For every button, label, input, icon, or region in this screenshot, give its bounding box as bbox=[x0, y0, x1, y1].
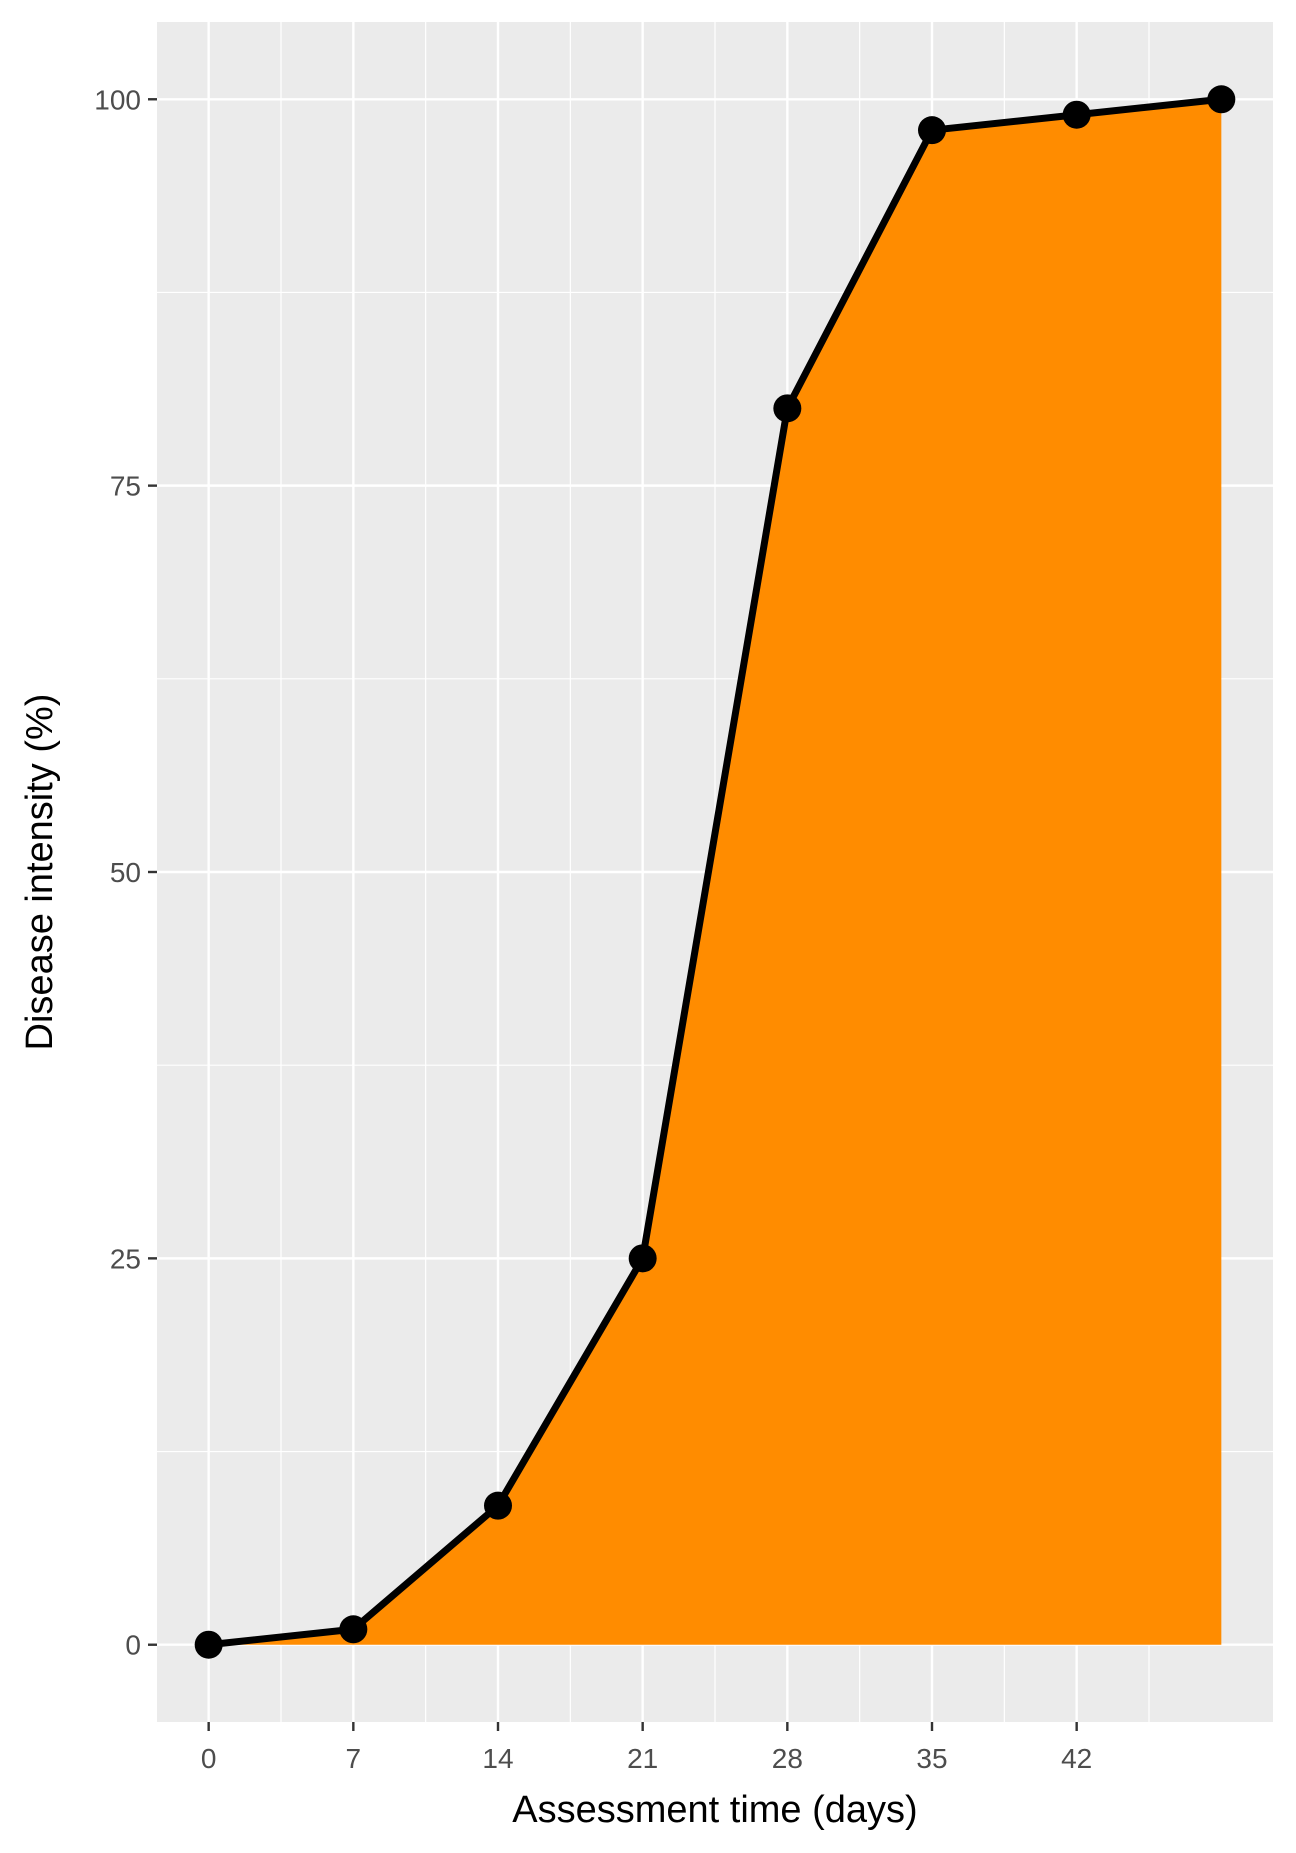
data-point bbox=[339, 1615, 368, 1644]
disease-area bbox=[208, 99, 1222, 1645]
data-point bbox=[1062, 100, 1091, 129]
x-axis: 0 7 14 21 28 35 42 bbox=[201, 1722, 1092, 1774]
data-point bbox=[1207, 85, 1236, 114]
x-tick-label: 21 bbox=[627, 1743, 658, 1774]
data-point bbox=[918, 116, 946, 145]
x-tick-label: 14 bbox=[482, 1743, 513, 1774]
x-tick-label: 0 bbox=[201, 1743, 217, 1774]
x-tick-label: 28 bbox=[772, 1743, 803, 1774]
y-tick-label: 50 bbox=[110, 857, 141, 888]
y-tick-label: 100 bbox=[94, 84, 141, 115]
data-point bbox=[484, 1491, 512, 1520]
x-tick-label: 7 bbox=[346, 1743, 362, 1774]
x-tick-label: 35 bbox=[916, 1743, 947, 1774]
y-tick-label: 0 bbox=[125, 1630, 141, 1661]
disease-line bbox=[208, 95, 1222, 1649]
x-tick-label: 42 bbox=[1061, 1743, 1092, 1774]
y-axis: 0 25 50 75 100 bbox=[94, 84, 157, 1661]
y-tick-label: 75 bbox=[110, 471, 141, 502]
y-axis-title: Disease intensity (%) bbox=[19, 694, 61, 1051]
data-point bbox=[773, 394, 802, 423]
data-point bbox=[194, 1630, 223, 1659]
data-points bbox=[194, 85, 1236, 1659]
data-point bbox=[628, 1244, 657, 1273]
y-tick-label: 25 bbox=[110, 1243, 141, 1274]
x-axis-title: Assessment time (days) bbox=[512, 1789, 917, 1831]
